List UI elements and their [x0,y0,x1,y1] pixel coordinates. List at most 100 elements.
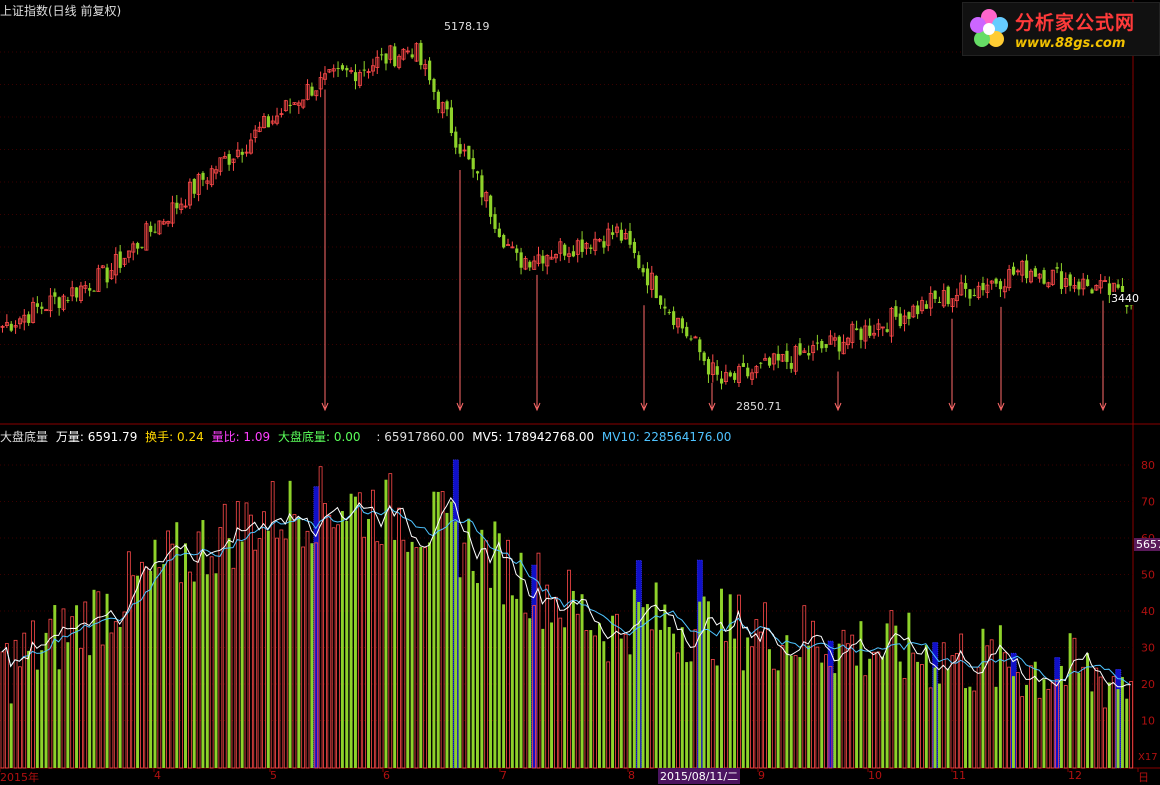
candle-down [728,372,732,377]
volume-bar-down [589,630,593,768]
candle-up [262,116,267,129]
candle-up [989,280,994,284]
candle-up [771,353,776,365]
candle-up [510,246,515,249]
volume-bar-down [118,626,122,768]
volume-bar-down [410,541,414,768]
mv10-label: MV10: [601,430,644,444]
volume-bar-up [710,658,715,769]
candle-up [959,282,964,296]
volume-bar-up [950,655,955,769]
candle-up [275,115,280,124]
candle-down [663,306,667,309]
volume-bar-up [4,643,9,769]
volume-bar-down [859,621,863,768]
candle-up [248,139,253,154]
liangbi-label: 量比: [211,430,244,444]
volume-bar-up [414,547,419,769]
volume-bar-down [715,665,719,768]
volume-bar-up [676,652,680,769]
volume-bar-up [1063,685,1068,769]
volume-bar-down [205,574,209,768]
candle-down [192,178,196,194]
volume-bar-up [828,666,833,769]
candle-up [0,325,5,328]
volume-bar-up [196,531,201,769]
candle-down [720,378,724,384]
volume-bar-down [53,605,57,768]
volume-bar-down [1086,653,1090,768]
candle-up [327,69,332,73]
mv5-line [1,496,1131,688]
volume-bar-up [301,546,306,769]
volume-bar-up [83,601,88,769]
volume-bar-up [22,632,27,769]
volume-bar-up [323,503,327,769]
candle-down [746,367,750,377]
candle-down [998,281,1003,290]
volume-bar-up [850,634,855,769]
volume-bar-down [632,589,636,768]
candle-up [218,157,223,172]
candle-down [458,144,462,154]
volume-bar-down [510,595,514,768]
volume-bar-up [1029,665,1033,769]
volume-bar-down [519,552,523,768]
volume-bar-down [345,520,349,768]
volume-bar-up [248,514,253,769]
candle-down [1042,270,1046,284]
candle-up [845,337,850,346]
candle-down [57,297,61,308]
volume-bar-down [998,625,1002,768]
candle-up [649,272,654,290]
signal-arrow-head [708,402,716,412]
volume-bar-up [275,537,279,769]
volume-bar-down [310,543,314,768]
volume-bar-down [689,661,693,768]
candle-up [763,358,768,361]
candle-up [170,202,175,224]
candle-down [759,362,763,364]
huanshou-label: 换手: [145,430,178,444]
candle-down [515,248,519,253]
candle-down [637,255,641,269]
signal-arrow-head [1099,402,1107,412]
volume-bar-up [649,629,654,769]
volume-bar-down [728,594,732,768]
candle-up [615,226,619,233]
candle-up [440,102,445,114]
candle-up [710,362,715,376]
candle-down [105,267,109,283]
candle-down [266,116,270,128]
volume-bar-down [1077,672,1081,768]
volume-bar-down [367,518,371,768]
volume-bar-up [1020,696,1025,769]
volume-bar-down [288,480,292,768]
volume-bar-down [946,668,950,768]
candle-up [1037,273,1042,279]
volume-bar-up [606,661,611,769]
volume-tag: 5657 [1134,538,1160,551]
volume-bar-down [837,643,841,768]
volume-bar-up [379,544,384,769]
volume-bar-up [187,571,192,769]
volume-bar-down [672,633,676,768]
candle-up [1081,278,1086,290]
volume-bar-down [680,627,684,768]
volume-bar-down [746,637,750,768]
candle-up [270,120,275,124]
volume-bar-down [1090,691,1094,768]
candle-up [388,45,393,60]
volume-bar-down [475,583,479,768]
candle-down [820,341,824,349]
candle-up [357,72,362,86]
volume-bar-up [318,466,323,769]
candle-up [920,300,925,312]
candle-down [645,268,650,286]
candle-down [706,359,711,375]
candle-up [371,65,375,72]
candle-up [1103,280,1108,282]
candle-up [567,253,572,257]
volume-bar-down [393,539,397,768]
volume-bar-up [113,621,118,769]
